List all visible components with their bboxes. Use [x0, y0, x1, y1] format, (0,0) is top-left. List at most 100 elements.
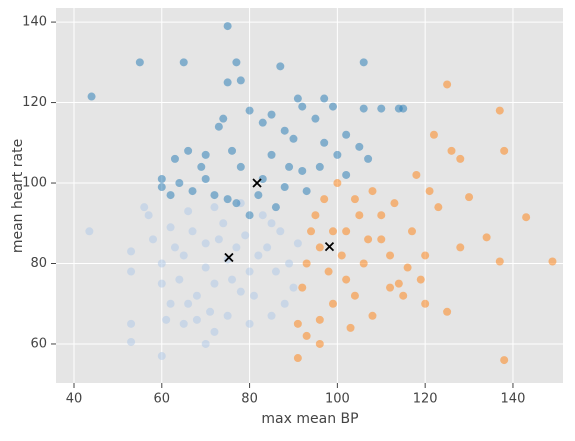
point [377, 104, 386, 113]
point [241, 231, 250, 240]
point [429, 130, 438, 139]
point [223, 78, 232, 87]
point [412, 170, 421, 179]
point [394, 279, 403, 288]
point [228, 146, 237, 155]
point [280, 183, 289, 192]
point [315, 162, 324, 171]
point [254, 191, 263, 200]
point [390, 199, 399, 208]
point [495, 106, 504, 115]
point [175, 275, 184, 284]
point [267, 311, 276, 320]
point [201, 339, 210, 348]
point [298, 102, 307, 111]
point [368, 187, 377, 196]
point [157, 279, 166, 288]
point [434, 203, 443, 212]
point [285, 259, 294, 268]
x-tick-label: 140 [501, 392, 526, 407]
point [135, 58, 144, 67]
point [377, 211, 386, 220]
point [127, 319, 136, 328]
point [421, 299, 430, 308]
point [315, 243, 324, 252]
point [179, 319, 188, 328]
point [548, 257, 557, 266]
point [350, 195, 359, 204]
plot-area [56, 8, 563, 383]
point [500, 356, 509, 365]
point [324, 267, 333, 276]
point [210, 279, 219, 288]
point [386, 283, 395, 292]
point [232, 58, 241, 67]
point [223, 195, 232, 204]
point [289, 283, 298, 292]
point [245, 211, 254, 220]
point [170, 154, 179, 163]
point [144, 211, 153, 220]
point [333, 179, 342, 188]
point [254, 251, 263, 260]
point [85, 227, 94, 236]
point [293, 239, 302, 248]
point [201, 150, 210, 159]
point [289, 134, 298, 143]
point [223, 22, 232, 31]
point [377, 235, 386, 244]
point [192, 315, 201, 324]
y-tick-label: 60 [30, 336, 47, 351]
point [346, 323, 355, 332]
point [271, 267, 280, 276]
point [447, 146, 456, 155]
y-tick-label: 80 [30, 256, 47, 271]
y-tick-label: 120 [22, 95, 47, 110]
point [342, 275, 351, 284]
point [157, 175, 166, 184]
point [197, 162, 206, 171]
point [328, 299, 337, 308]
point [285, 162, 294, 171]
point [328, 227, 337, 236]
point [407, 227, 416, 236]
point [293, 319, 302, 328]
point [219, 114, 228, 123]
x-tick-label: 40 [66, 392, 83, 407]
point [359, 58, 368, 67]
point [364, 154, 373, 163]
point [364, 235, 373, 244]
point [192, 291, 201, 300]
point [500, 146, 509, 155]
point [166, 223, 175, 232]
point [307, 227, 316, 236]
point [315, 339, 324, 348]
point [311, 114, 320, 123]
point [228, 275, 237, 284]
point [280, 126, 289, 135]
point [350, 291, 359, 300]
point [263, 243, 272, 252]
point [188, 227, 197, 236]
point [166, 191, 175, 200]
point [258, 175, 267, 184]
x-tick-label: 120 [413, 392, 438, 407]
point [456, 154, 465, 163]
point [184, 299, 193, 308]
point [127, 267, 136, 276]
point [179, 58, 188, 67]
point [201, 175, 210, 184]
y-axis-label: mean heart rate [10, 139, 26, 253]
point [355, 142, 364, 151]
point [355, 211, 364, 220]
point [223, 311, 232, 320]
point [162, 315, 171, 324]
point [219, 219, 228, 228]
point [456, 243, 465, 252]
point [443, 80, 452, 89]
point [465, 193, 474, 202]
point [232, 199, 241, 208]
point [140, 203, 149, 212]
point [425, 187, 434, 196]
